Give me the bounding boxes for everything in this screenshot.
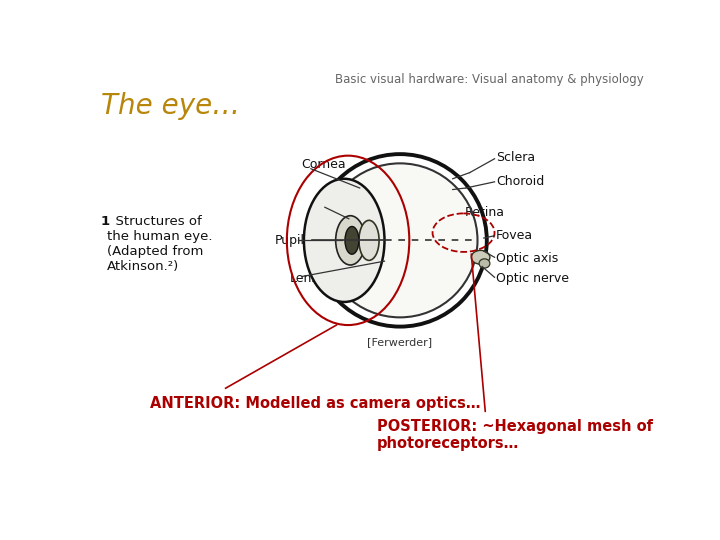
Text: POSTERIOR: ~Hexagonal mesh of
photoreceptors…: POSTERIOR: ~Hexagonal mesh of photorecep…	[377, 419, 653, 451]
Text: Pupil: Pupil	[274, 234, 305, 247]
Ellipse shape	[359, 220, 379, 260]
Text: 1: 1	[101, 215, 110, 228]
Text: Cornea: Cornea	[301, 158, 346, 171]
Ellipse shape	[479, 259, 490, 268]
Text: Optic nerve: Optic nerve	[496, 272, 569, 285]
Text: ANTERIOR: Modelled as camera optics…: ANTERIOR: Modelled as camera optics…	[150, 396, 481, 411]
Text: The eye…: The eye…	[101, 92, 240, 120]
Text: Choroid: Choroid	[496, 176, 544, 188]
Ellipse shape	[304, 179, 384, 302]
Ellipse shape	[336, 215, 365, 265]
Text: Retina: Retina	[464, 206, 505, 219]
Text: Fovea: Fovea	[496, 230, 534, 242]
Text: Structures of
the human eye.
(Adapted from
Atkinson.²): Structures of the human eye. (Adapted fr…	[107, 215, 212, 273]
Ellipse shape	[472, 251, 490, 264]
Text: Basic visual hardware: Visual anatomy & physiology: Basic visual hardware: Visual anatomy & …	[336, 72, 644, 85]
Text: Lens: Lens	[290, 272, 319, 285]
Text: Sclera: Sclera	[496, 151, 535, 164]
Ellipse shape	[345, 226, 359, 254]
Text: Optic axis: Optic axis	[496, 252, 558, 265]
Text: [Ferwerder]: [Ferwerder]	[367, 336, 433, 347]
Ellipse shape	[324, 165, 476, 316]
Text: Iris: Iris	[312, 201, 331, 214]
